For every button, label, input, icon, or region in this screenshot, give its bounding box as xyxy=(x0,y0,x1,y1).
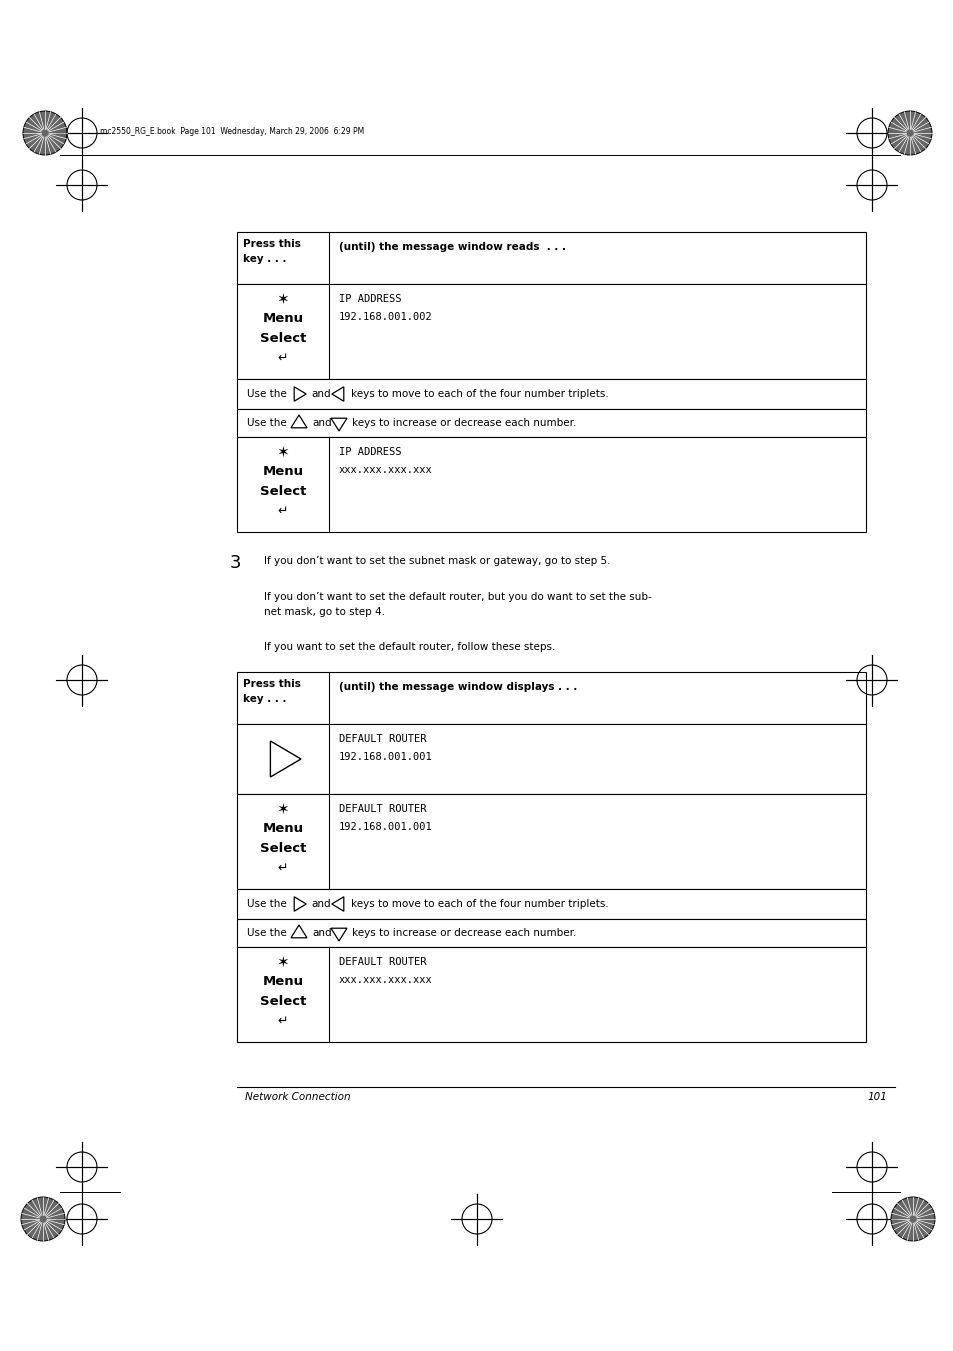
Text: and: and xyxy=(311,389,331,399)
Text: xxx.xxx.xxx.xxx: xxx.xxx.xxx.xxx xyxy=(338,975,433,985)
Text: ✶: ✶ xyxy=(276,802,289,817)
Bar xyxy=(236,409,865,436)
Circle shape xyxy=(887,111,931,155)
Text: 101: 101 xyxy=(866,1092,886,1102)
Circle shape xyxy=(23,111,67,155)
Text: and: and xyxy=(312,417,332,428)
Text: Use the: Use the xyxy=(247,928,287,938)
Text: Menu: Menu xyxy=(262,312,303,326)
Bar xyxy=(236,380,865,409)
Bar xyxy=(236,919,865,947)
Text: 192.168.001.002: 192.168.001.002 xyxy=(338,312,433,322)
Text: Menu: Menu xyxy=(262,821,303,835)
Text: Use the: Use the xyxy=(247,417,287,428)
Bar xyxy=(236,671,865,724)
Text: ↵: ↵ xyxy=(277,505,288,517)
Text: If you don’t want to set the default router, but you do want to set the sub-: If you don’t want to set the default rou… xyxy=(264,592,651,603)
Text: Press this: Press this xyxy=(243,680,300,689)
Bar xyxy=(236,436,865,532)
Text: keys to move to each of the four number triplets.: keys to move to each of the four number … xyxy=(351,389,608,399)
Text: DEFAULT ROUTER: DEFAULT ROUTER xyxy=(338,734,426,744)
Bar xyxy=(236,794,865,889)
Text: Network Connection: Network Connection xyxy=(245,1092,351,1102)
Bar xyxy=(236,947,865,1042)
Text: Use the: Use the xyxy=(247,898,287,909)
Circle shape xyxy=(21,1197,65,1242)
Text: key . . .: key . . . xyxy=(243,254,286,263)
Text: 192.168.001.001: 192.168.001.001 xyxy=(338,821,433,832)
Text: (until) the message window displays . . .: (until) the message window displays . . … xyxy=(338,682,577,692)
Text: IP ADDRESS: IP ADDRESS xyxy=(338,295,401,304)
Circle shape xyxy=(890,1197,934,1242)
Text: keys to increase or decrease each number.: keys to increase or decrease each number… xyxy=(352,417,576,428)
Text: Menu: Menu xyxy=(262,465,303,478)
Text: mc2550_RG_E.book  Page 101  Wednesday, March 29, 2006  6:29 PM: mc2550_RG_E.book Page 101 Wednesday, Mar… xyxy=(100,127,364,135)
Bar xyxy=(236,284,865,380)
Text: If you don’t want to set the subnet mask or gateway, go to step 5.: If you don’t want to set the subnet mask… xyxy=(264,557,610,566)
Text: ✶: ✶ xyxy=(276,444,289,459)
Text: ✶: ✶ xyxy=(276,292,289,307)
Text: 3: 3 xyxy=(230,554,241,571)
Text: Select: Select xyxy=(259,332,306,345)
Text: Press this: Press this xyxy=(243,239,300,249)
Text: DEFAULT ROUTER: DEFAULT ROUTER xyxy=(338,957,426,967)
Text: key . . .: key . . . xyxy=(243,694,286,704)
Text: ✶: ✶ xyxy=(276,955,289,970)
Text: Menu: Menu xyxy=(262,975,303,988)
Text: ↵: ↵ xyxy=(277,353,288,365)
Text: keys to increase or decrease each number.: keys to increase or decrease each number… xyxy=(352,928,576,938)
Bar xyxy=(236,232,865,284)
Text: DEFAULT ROUTER: DEFAULT ROUTER xyxy=(338,804,426,815)
Text: keys to move to each of the four number triplets.: keys to move to each of the four number … xyxy=(351,898,608,909)
Text: and: and xyxy=(311,898,331,909)
Text: If you want to set the default router, follow these steps.: If you want to set the default router, f… xyxy=(264,642,555,653)
Text: Select: Select xyxy=(259,842,306,855)
Text: ↵: ↵ xyxy=(277,862,288,875)
Text: net mask, go to step 4.: net mask, go to step 4. xyxy=(264,607,385,617)
Text: xxx.xxx.xxx.xxx: xxx.xxx.xxx.xxx xyxy=(338,465,433,476)
Text: Select: Select xyxy=(259,994,306,1008)
Bar xyxy=(236,724,865,794)
Text: ↵: ↵ xyxy=(277,1015,288,1028)
Text: (until) the message window reads  . . .: (until) the message window reads . . . xyxy=(338,242,565,253)
Text: IP ADDRESS: IP ADDRESS xyxy=(338,447,401,457)
Text: and: and xyxy=(312,928,332,938)
Text: Use the: Use the xyxy=(247,389,287,399)
Bar xyxy=(236,889,865,919)
Text: 192.168.001.001: 192.168.001.001 xyxy=(338,753,433,762)
Text: Select: Select xyxy=(259,485,306,499)
